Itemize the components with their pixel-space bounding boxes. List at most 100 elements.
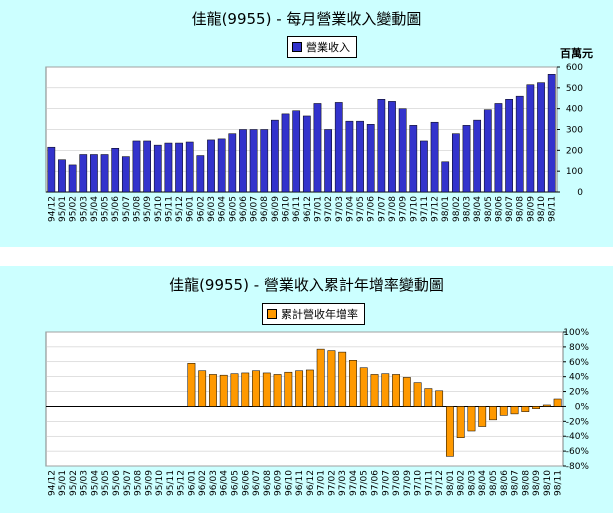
revenue-x-tick-label: 95/06: [111, 196, 121, 222]
revenue-bar: [207, 139, 215, 193]
revenue-x-tick-label: 97/07: [377, 196, 387, 222]
revenue-x-tick-label: 98/01: [441, 196, 451, 222]
revenue-x-tick-label: 96/05: [228, 196, 238, 222]
revenue-x-tick-label: 98/06: [494, 196, 504, 222]
growth-bar: [262, 372, 271, 407]
growth-x-tick-label: 97/02: [327, 470, 337, 496]
growth-y-tick-label: -20%: [566, 417, 590, 427]
revenue-x-tick-label: 97/12: [431, 196, 441, 222]
revenue-bar: [494, 103, 503, 193]
revenue-bar: [185, 141, 194, 193]
growth-x-tick-label: 98/11: [554, 470, 564, 496]
growth-x-tick-label: 97/05: [360, 470, 370, 496]
revenue-bar: [90, 154, 98, 193]
revenue-x-tick-label: 95/09: [143, 196, 153, 222]
revenue-bar: [505, 99, 513, 193]
revenue-legend: 營業收入: [287, 36, 357, 58]
revenue-bar: [526, 84, 535, 193]
revenue-x-tick-label: 96/08: [260, 196, 270, 222]
revenue-bar: [217, 138, 226, 193]
growth-bar: [316, 348, 325, 407]
growth-x-tick-label: 98/09: [532, 470, 542, 496]
growth-bar: [241, 372, 250, 407]
growth-bar: [445, 406, 454, 457]
growth-x-tick-label: 95/01: [58, 470, 68, 496]
revenue-y-tick-label: 100: [566, 167, 583, 177]
revenue-bar: [121, 156, 130, 193]
growth-x-tick-label: 95/05: [101, 470, 111, 496]
revenue-bar: [334, 102, 343, 193]
growth-x-tick-label: 97/11: [424, 470, 434, 496]
growth-x-tick-label: 95/08: [134, 470, 144, 496]
revenue-y-tick-label: 400: [566, 105, 583, 115]
revenue-chart-title: 佳龍(9955) - 每月營業收入變動圖: [191, 10, 422, 28]
revenue-bar: [462, 125, 471, 193]
revenue-x-tick-label: 96/11: [292, 196, 302, 222]
growth-legend-swatch: [267, 309, 277, 319]
revenue-x-tick-label: 96/12: [303, 196, 313, 222]
revenue-legend-swatch: [292, 42, 302, 52]
growth-bar: [187, 363, 196, 407]
revenue-x-tick-label: 98/08: [516, 196, 526, 222]
growth-x-tick-label: 95/12: [177, 470, 187, 496]
growth-bar: [252, 370, 260, 407]
revenue-x-tick-label: 95/02: [69, 196, 79, 222]
growth-bar: [284, 371, 293, 407]
revenue-x-tick-label: 98/02: [452, 196, 462, 222]
growth-x-tick-label: 97/04: [349, 470, 359, 496]
growth-x-tick-label: 97/01: [317, 470, 327, 496]
revenue-x-tick-label: 96/09: [271, 196, 281, 222]
revenue-y-tick-label: 500: [566, 84, 583, 94]
revenue-bar: [366, 124, 375, 193]
growth-x-tick-label: 97/06: [371, 470, 381, 496]
revenue-bar: [68, 164, 77, 193]
growth-x-tick-label: 96/01: [187, 470, 197, 496]
revenue-legend-label: 營業收入: [306, 41, 350, 54]
growth-bar: [219, 374, 228, 407]
growth-x-tick-label: 98/08: [521, 470, 531, 496]
revenue-x-tick-label: 98/10: [537, 196, 547, 222]
revenue-unit-label: 百萬元: [560, 47, 593, 60]
growth-bar: [198, 370, 207, 407]
growth-x-tick-label: 97/07: [381, 470, 391, 496]
growth-x-tick-label: 96/11: [295, 470, 305, 496]
growth-x-tick-label: 96/05: [230, 470, 240, 496]
growth-y-tick-label: -40%: [566, 432, 590, 442]
revenue-x-tick-label: 95/05: [101, 196, 111, 222]
growth-x-tick-label: 96/03: [209, 470, 219, 496]
growth-y-tick-label: -80%: [566, 462, 590, 472]
growth-bar: [402, 377, 411, 407]
growth-legend-label: 累計營收年增率: [281, 308, 358, 321]
growth-x-tick-label: 95/02: [69, 470, 79, 496]
growth-bar: [542, 404, 551, 407]
growth-x-tick-label: 95/10: [155, 470, 165, 496]
revenue-x-tick-label: 97/09: [399, 196, 409, 222]
growth-bar: [489, 406, 497, 421]
growth-bar: [413, 382, 422, 407]
growth-x-tick-label: 96/02: [198, 470, 208, 496]
revenue-x-tick-label: 97/03: [335, 196, 345, 222]
growth-bar: [327, 350, 336, 407]
revenue-x-tick-label: 98/07: [505, 196, 515, 222]
growth-bar: [499, 406, 508, 416]
revenue-x-tick-label: 97/11: [420, 196, 430, 222]
growth-legend: 累計營收年增率: [262, 303, 365, 325]
revenue-bar: [281, 113, 290, 193]
revenue-y-tick-label: 600: [566, 63, 583, 73]
growth-bar: [424, 388, 433, 407]
growth-bar: [230, 373, 239, 407]
growth-y-tick-label: 80%: [569, 343, 589, 353]
growth-bar: [273, 374, 282, 407]
revenue-bar: [430, 121, 439, 193]
growth-x-tick-label: 95/11: [166, 470, 176, 496]
revenue-x-tick-label: 95/01: [58, 196, 68, 222]
growth-y-tick-label: 0%: [575, 402, 590, 412]
revenue-bar: [483, 109, 492, 193]
revenue-bar: [388, 101, 396, 193]
revenue-x-tick-label: 97/05: [356, 196, 366, 222]
revenue-x-tick-label: 97/04: [345, 196, 355, 222]
revenue-x-tick-label: 98/05: [484, 196, 494, 222]
revenue-bar: [143, 140, 152, 193]
growth-y-tick-label: 60%: [569, 358, 589, 368]
